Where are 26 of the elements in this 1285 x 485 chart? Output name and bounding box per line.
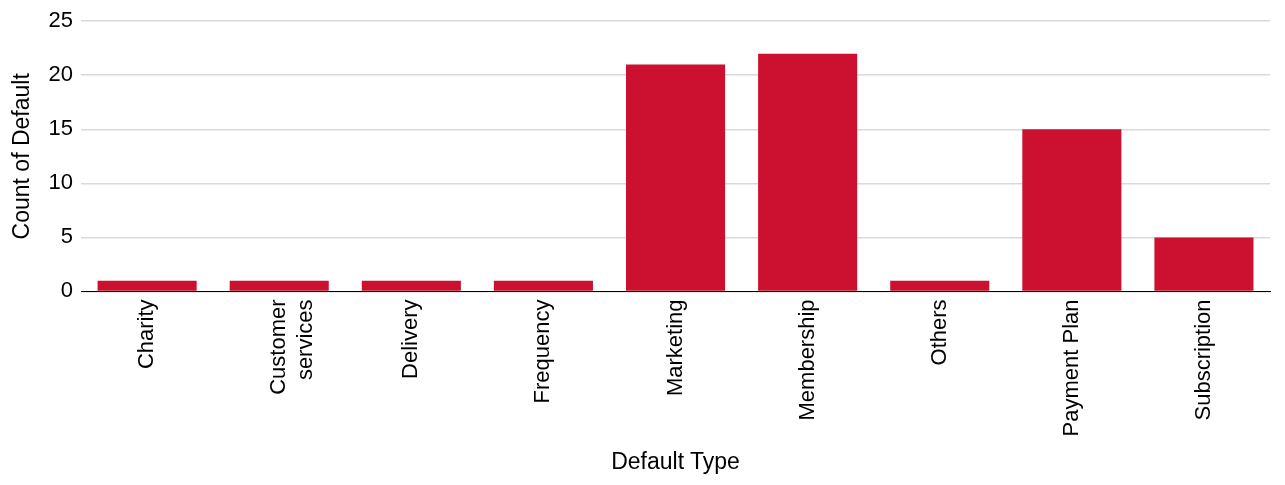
- x-tick-label: Payment Plan: [1057, 299, 1083, 437]
- bar: [626, 64, 726, 291]
- x-tick-label: Subscription: [1190, 299, 1216, 421]
- x-tick-label: Frequency: [529, 299, 555, 404]
- bar: [229, 280, 329, 291]
- x-tick-label: Delivery: [397, 299, 423, 379]
- bar: [493, 280, 593, 291]
- y-axis-title: Count of Default: [8, 72, 35, 240]
- bar: [890, 280, 990, 291]
- x-axis-title: Default Type: [611, 447, 740, 474]
- x-tick-label: Customer services: [265, 299, 317, 395]
- bar: [1022, 129, 1122, 291]
- y-tick-label: 10: [48, 169, 74, 195]
- bar: [97, 280, 197, 291]
- y-tick-label: 20: [48, 61, 74, 87]
- x-tick-label: Marketing: [661, 299, 687, 397]
- y-tick-label: 5: [60, 223, 74, 249]
- y-tick-label: 15: [48, 115, 74, 141]
- bar: [1154, 237, 1254, 291]
- bar: [758, 53, 858, 291]
- x-tick-label: Charity: [133, 299, 159, 370]
- y-tick-label: 25: [48, 7, 74, 33]
- x-tick-label: Membership: [793, 299, 819, 421]
- y-tick-label: 0: [60, 277, 74, 303]
- x-tick-label: Others: [925, 299, 951, 366]
- bar: [361, 280, 461, 291]
